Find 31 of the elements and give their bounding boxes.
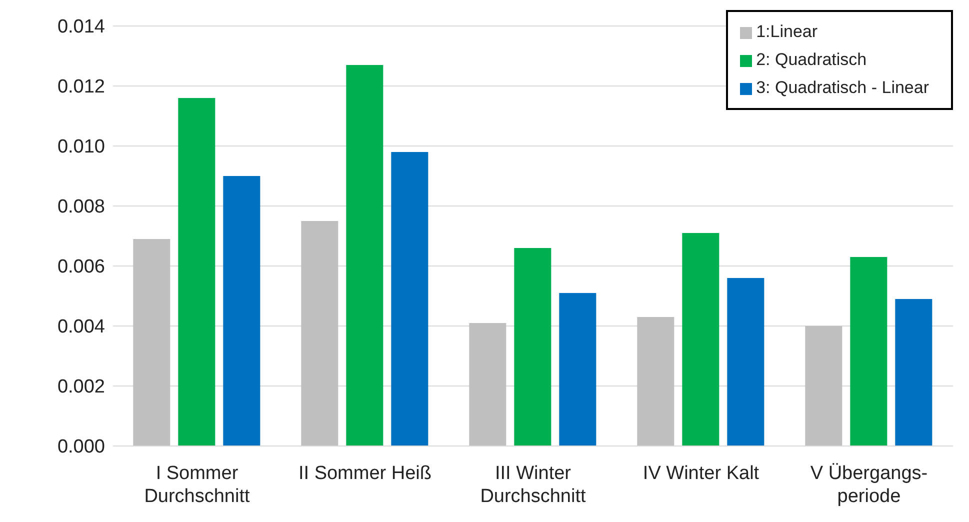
y-tick-label: 0.002: [57, 376, 105, 398]
y-tick-label: 0.000: [57, 436, 105, 458]
bar: [469, 323, 506, 446]
bar: [514, 248, 552, 446]
bar: [223, 176, 260, 446]
x-tick-label: III Winter Durchschnitt: [480, 463, 587, 507]
x-tick-label: I Sommer Durchschnitt: [144, 463, 251, 507]
bar: [805, 326, 842, 446]
bar: [850, 257, 888, 446]
legend-label: 2: Quadratisch: [756, 50, 867, 69]
y-tick-label: 0.012: [57, 76, 105, 98]
bar: [895, 299, 932, 446]
y-tick-label: 0.014: [57, 16, 106, 38]
x-tick-label: II Sommer Heiß: [298, 463, 432, 484]
y-tick-label: 0.008: [57, 196, 105, 218]
y-tick-label: 0.006: [57, 256, 105, 278]
legend-label: 3: Quadratisch - Linear: [756, 78, 929, 97]
bar: [682, 233, 720, 446]
bar: [391, 152, 428, 446]
legend-label: 1:Linear: [756, 22, 818, 41]
bar: [727, 278, 764, 446]
bar: [637, 317, 674, 446]
x-tick-label: V Übergangs-periode: [810, 463, 928, 507]
y-tick-label: 0.004: [57, 316, 106, 338]
bar: [178, 98, 216, 446]
x-tick-label: IV Winter Kalt: [642, 463, 760, 484]
bar: [559, 293, 596, 446]
bar: [133, 239, 170, 446]
bar: [301, 221, 338, 446]
bar: [346, 65, 384, 446]
y-tick-label: 0.010: [57, 136, 105, 158]
